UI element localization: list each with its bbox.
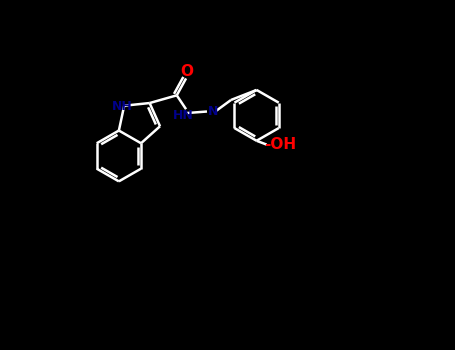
Text: N: N	[208, 105, 218, 118]
Text: O: O	[180, 64, 193, 79]
Text: HN: HN	[173, 109, 194, 122]
Text: -OH: -OH	[264, 137, 297, 152]
Text: NH: NH	[111, 100, 132, 113]
